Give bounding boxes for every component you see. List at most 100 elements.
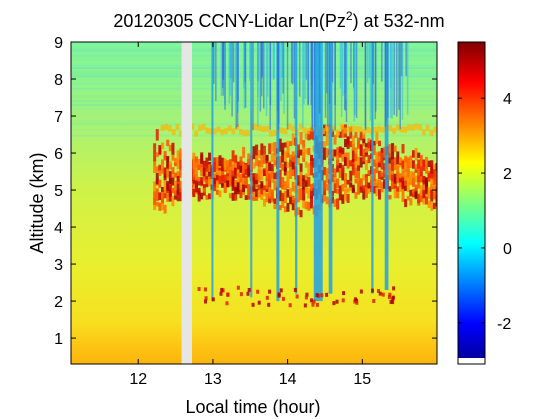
cloud-cell <box>155 129 159 141</box>
cloud-cell <box>380 183 384 189</box>
cloud-cell <box>354 148 358 154</box>
cloud-cell <box>262 189 266 197</box>
noise-streak <box>290 42 293 84</box>
cloud-cell <box>252 191 256 197</box>
colorbar-frame <box>457 41 486 365</box>
low-cloud-mark <box>335 299 339 304</box>
cloud-cell <box>194 179 198 188</box>
cloud-halo <box>377 125 381 132</box>
noise-streak <box>369 42 372 121</box>
cloud-cell <box>359 131 363 141</box>
cloud-cell <box>380 151 384 162</box>
noise-streak <box>228 42 231 104</box>
noise-streak <box>400 42 403 77</box>
cloud-cell <box>179 169 183 178</box>
cloud-cell <box>344 178 347 188</box>
low-cloud-mark <box>376 288 380 293</box>
colorbar-tick-label: 2 <box>503 166 512 183</box>
cloud-halo <box>306 128 311 135</box>
cloud-cell <box>161 186 164 193</box>
cloud-halo <box>347 126 352 133</box>
cloud-cell <box>351 159 355 170</box>
cloud-halo <box>425 124 430 131</box>
cloud-cell <box>166 193 170 202</box>
noise-streak <box>259 42 262 112</box>
cloud-cell <box>166 181 170 191</box>
noise-streak <box>261 42 263 79</box>
cloud-cell <box>289 194 293 205</box>
low-cloud-mark <box>392 286 396 291</box>
cloud-cell <box>325 168 329 177</box>
low-cloud-mark <box>277 292 281 297</box>
cloud-cell <box>228 159 232 167</box>
cloud-cell <box>242 146 246 158</box>
cloud-cell <box>401 189 405 202</box>
cloud-cell <box>354 178 358 184</box>
cloud-cell <box>409 198 413 206</box>
y-tick-label: 7 <box>54 109 63 126</box>
cloud-cell <box>323 141 327 147</box>
sky-band <box>71 71 437 74</box>
cloud-cell <box>153 191 157 205</box>
noise-streak <box>313 42 316 128</box>
noise-streak <box>385 42 387 122</box>
noise-streak <box>334 42 336 131</box>
plot-frame <box>70 41 438 365</box>
cloud-cell <box>346 136 350 145</box>
cloud-cell <box>260 192 264 200</box>
low-cloud-mark <box>295 294 299 299</box>
cloud-cell <box>427 190 431 198</box>
cloud-cell <box>155 152 159 158</box>
cloud-cell <box>153 149 157 162</box>
cloud-cell <box>354 131 358 138</box>
cloud-cell <box>362 189 366 200</box>
dropout-streak <box>384 42 389 290</box>
low-cloud-mark <box>342 291 346 296</box>
cloud-cell <box>286 170 290 184</box>
cloud-cell <box>304 173 308 181</box>
cloud-cell <box>367 182 371 189</box>
cloud-cell <box>414 167 418 173</box>
cloud-cell <box>414 148 418 161</box>
cloud-halo <box>373 126 378 133</box>
cloud-cell <box>310 189 314 199</box>
cloud-cell <box>388 144 392 158</box>
cloud-cell <box>244 163 248 176</box>
cloud-cell <box>354 167 358 178</box>
cloud-cell <box>192 152 196 159</box>
cloud-cell <box>171 167 175 174</box>
noise-streak <box>252 42 254 131</box>
cloud-cell <box>333 168 337 178</box>
cloud-cell <box>215 172 219 181</box>
sky-band <box>71 96 437 99</box>
cloud-cell <box>357 180 361 195</box>
cloud-cell <box>213 173 217 178</box>
cloud-cell <box>174 180 178 187</box>
low-cloud-mark <box>325 292 329 297</box>
noise-streak <box>331 42 334 83</box>
cloud-cell <box>302 140 306 148</box>
low-cloud-mark <box>197 286 201 291</box>
low-cloud-mark <box>311 302 315 307</box>
cloud-cell <box>260 168 264 181</box>
cloud-halo <box>175 123 180 130</box>
noise-streak <box>324 42 327 118</box>
cloud-cell <box>425 164 429 174</box>
cloud-cell <box>393 145 397 152</box>
colorbar-tick-label: -2 <box>497 316 511 333</box>
cloud-cell <box>302 179 306 190</box>
cloud-cell <box>200 177 204 186</box>
cloud-cell <box>310 196 314 209</box>
cloud-cell <box>215 160 219 171</box>
cloud-cell <box>213 157 217 170</box>
low-cloud-mark <box>359 289 363 294</box>
cloud-cell <box>391 177 395 189</box>
cloud-cell <box>330 164 334 173</box>
cloud-cell <box>344 188 347 202</box>
sky-band <box>71 50 437 53</box>
cloud-cell <box>176 180 180 195</box>
cloud-cell <box>236 161 240 170</box>
cloud-cell <box>255 188 259 197</box>
cloud-cell <box>430 176 434 190</box>
chart-title: 20120305 CCNY-Lidar Ln(Pz2) at 532-nm <box>113 9 444 31</box>
